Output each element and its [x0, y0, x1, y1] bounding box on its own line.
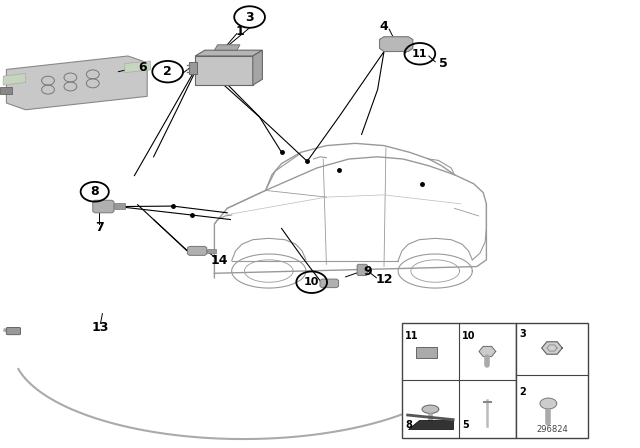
Text: 4: 4 — [380, 20, 388, 34]
Polygon shape — [357, 264, 367, 276]
Polygon shape — [541, 342, 563, 354]
Polygon shape — [195, 50, 262, 56]
Text: 296824: 296824 — [536, 425, 568, 434]
FancyBboxPatch shape — [456, 378, 470, 385]
Text: 13: 13 — [92, 321, 109, 335]
Polygon shape — [380, 37, 413, 52]
FancyBboxPatch shape — [417, 347, 437, 358]
FancyBboxPatch shape — [114, 203, 125, 209]
FancyBboxPatch shape — [207, 249, 216, 253]
FancyBboxPatch shape — [0, 87, 12, 94]
Polygon shape — [408, 420, 453, 429]
Polygon shape — [93, 200, 114, 213]
Polygon shape — [253, 50, 262, 85]
Polygon shape — [320, 279, 339, 288]
Polygon shape — [189, 62, 197, 74]
Polygon shape — [3, 73, 26, 85]
Text: 9: 9 — [364, 264, 372, 278]
FancyBboxPatch shape — [516, 323, 588, 438]
Text: 2: 2 — [519, 387, 526, 397]
Text: 5: 5 — [439, 57, 448, 70]
Polygon shape — [422, 405, 439, 414]
FancyBboxPatch shape — [402, 323, 516, 438]
Polygon shape — [479, 346, 496, 357]
Text: 8: 8 — [90, 185, 99, 198]
Text: 11: 11 — [405, 331, 419, 340]
Text: 7: 7 — [95, 220, 104, 234]
Polygon shape — [6, 56, 147, 110]
Text: 8: 8 — [405, 420, 412, 430]
Text: 3: 3 — [520, 329, 527, 339]
Text: 2: 2 — [163, 65, 172, 78]
Text: 6: 6 — [138, 60, 147, 74]
Text: 11: 11 — [412, 49, 428, 59]
FancyBboxPatch shape — [6, 327, 20, 335]
Text: 3: 3 — [245, 10, 254, 24]
Polygon shape — [214, 45, 240, 50]
Polygon shape — [125, 61, 150, 73]
Text: 14: 14 — [210, 254, 228, 267]
Text: 1: 1 — [236, 25, 244, 38]
Polygon shape — [188, 246, 207, 255]
Polygon shape — [540, 398, 557, 409]
Text: 5: 5 — [462, 420, 469, 430]
Text: 10: 10 — [462, 331, 476, 340]
Text: 10: 10 — [304, 277, 319, 287]
Text: 12: 12 — [375, 272, 393, 286]
Polygon shape — [195, 56, 253, 85]
